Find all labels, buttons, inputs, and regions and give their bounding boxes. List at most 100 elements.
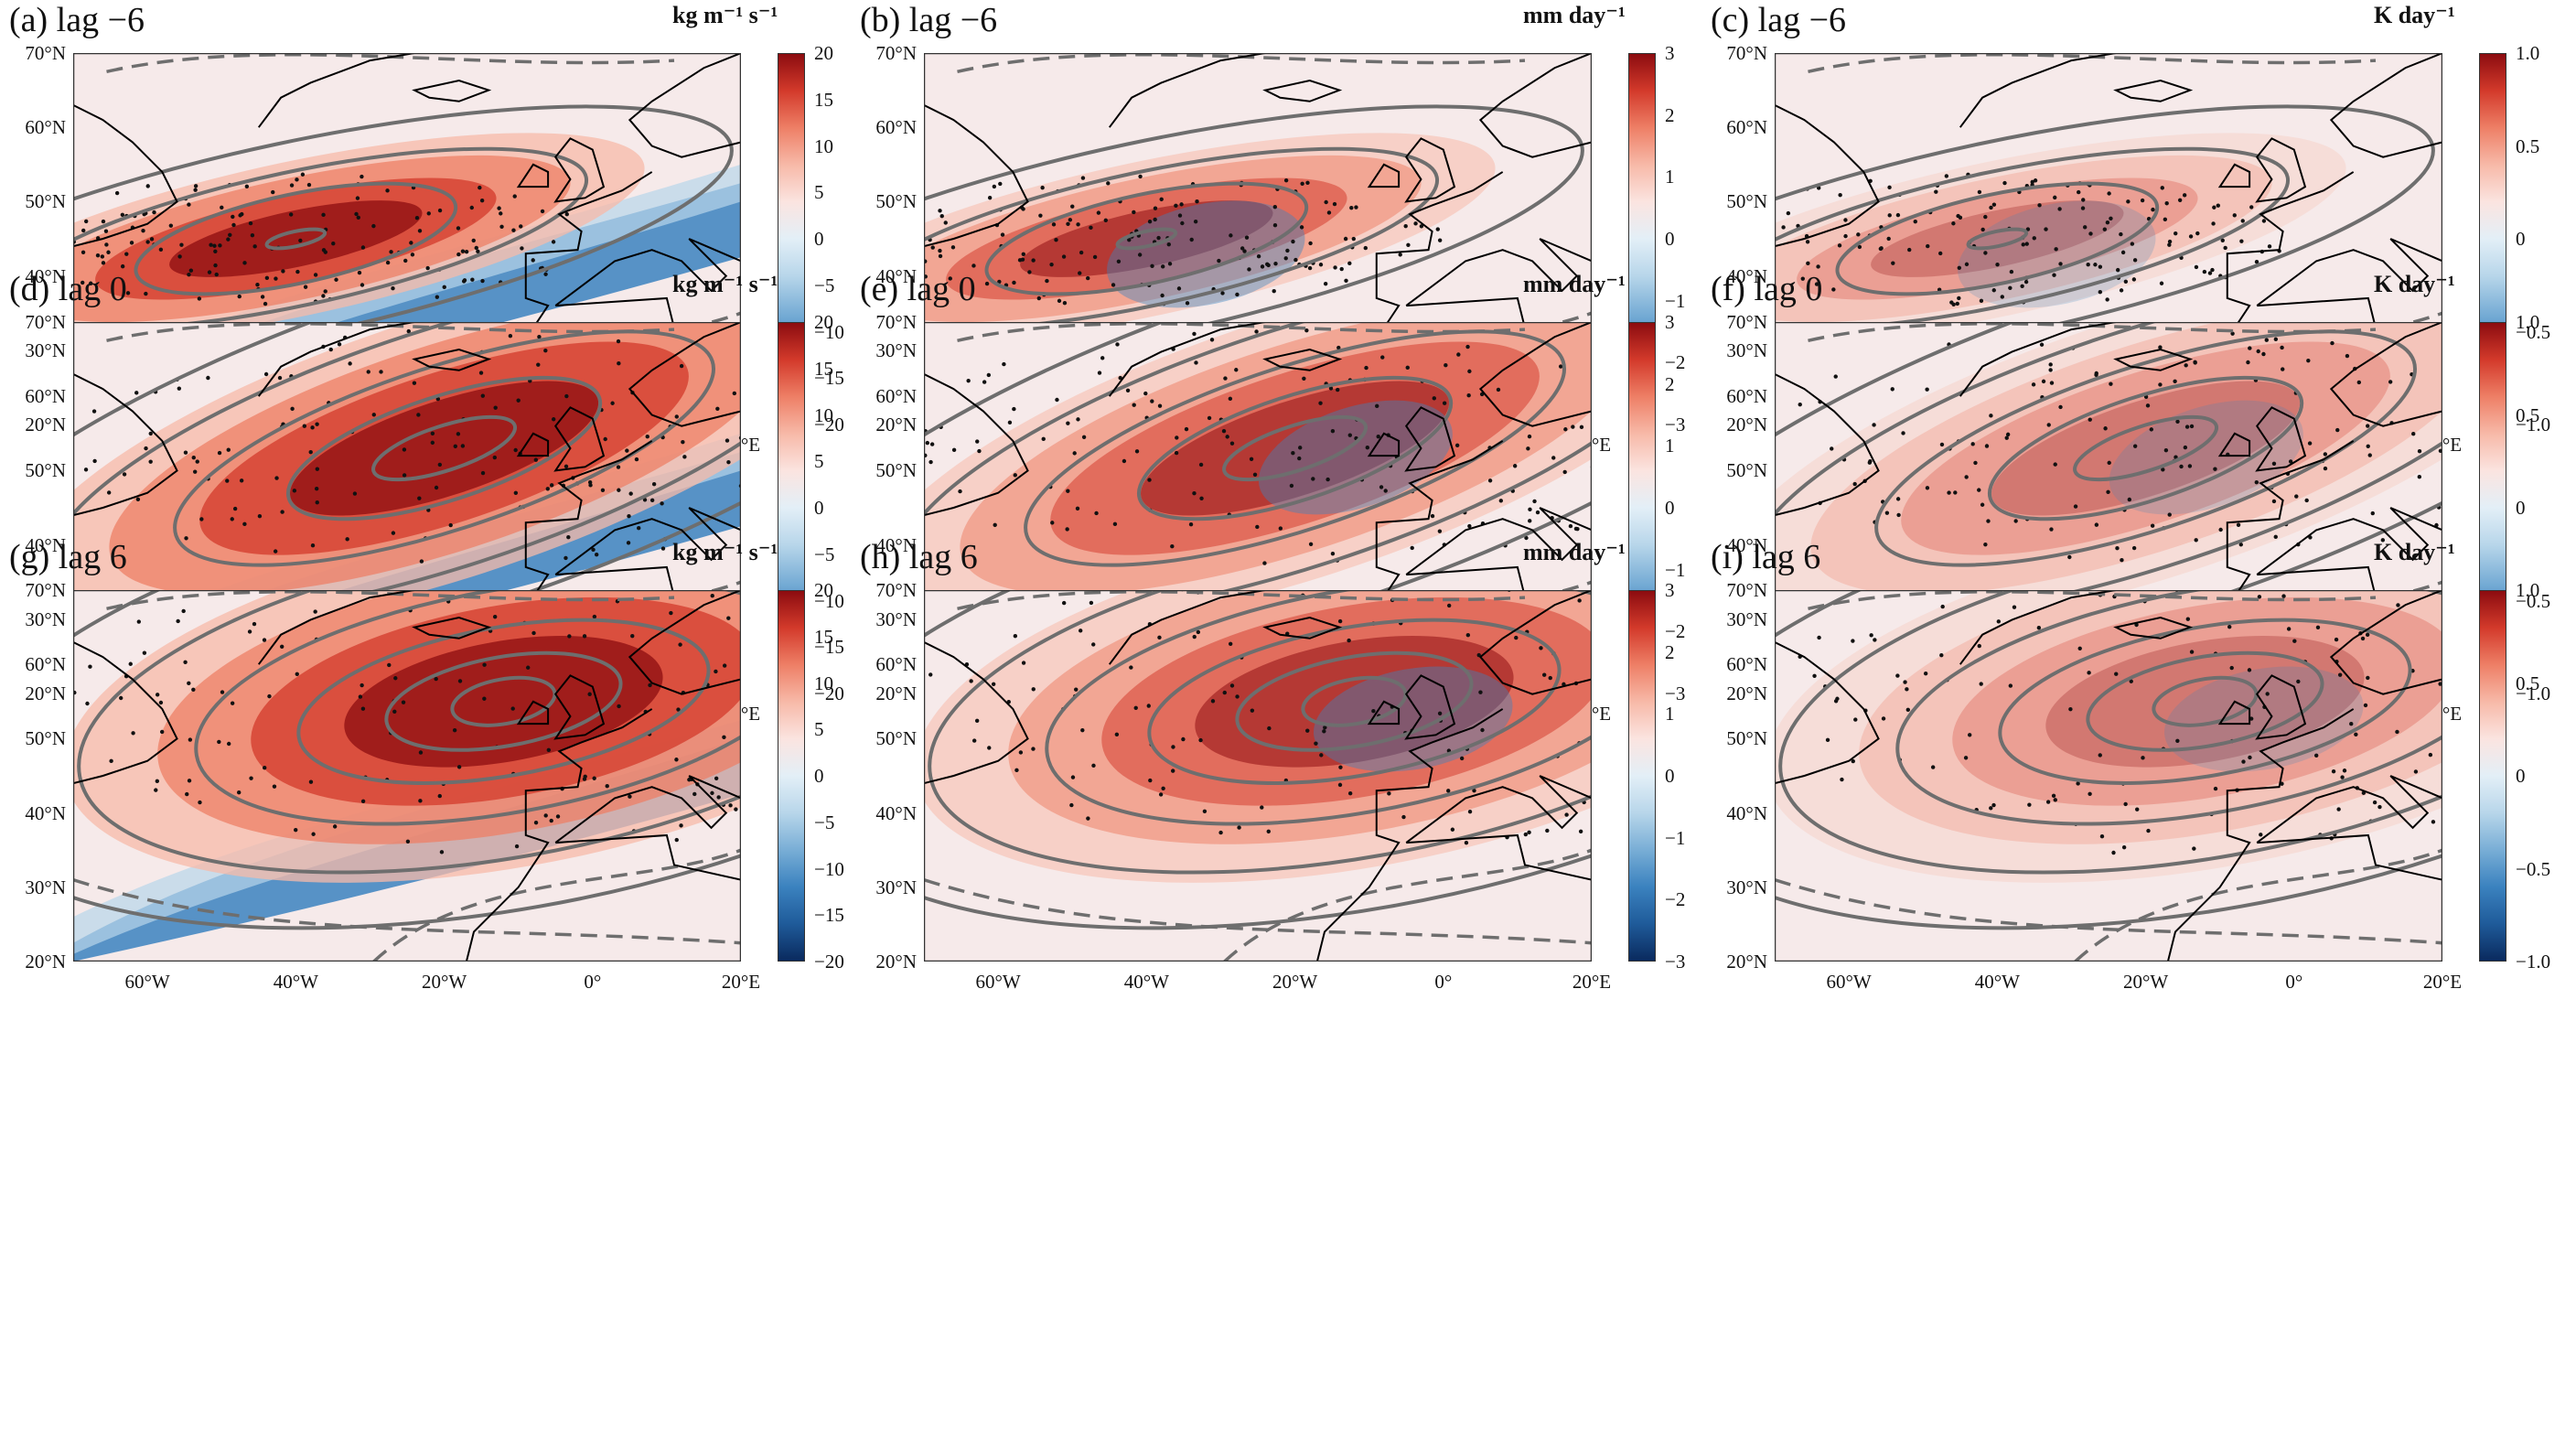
- lat-tick-label: 70°N: [875, 579, 917, 601]
- lat-tick-label: 60°N: [875, 653, 917, 676]
- lat-tick-label: 20°N: [875, 683, 917, 704]
- anomaly-map: [73, 590, 741, 962]
- lat-tick-label: 50°N: [1726, 727, 1767, 750]
- lat-tick-label: 40°N: [1726, 533, 1767, 556]
- panel-title: (d) lag 0: [9, 270, 127, 308]
- lon-tick-label: 20°E: [1572, 971, 1612, 993]
- map-frame: [924, 590, 1592, 962]
- lat-tick-label: 20°N: [1726, 414, 1767, 435]
- lat-tick-label: 20°N: [25, 951, 66, 973]
- lat-tick-label: 60°N: [25, 116, 66, 139]
- positive-anomaly-shading: [169, 200, 423, 277]
- significance-stippling: [73, 594, 738, 854]
- positive-anomaly-shading: [1775, 322, 2442, 634]
- map-area: [73, 590, 741, 962]
- lon-tick-label: 60°W: [124, 971, 170, 993]
- positive-anomaly-shading: [290, 381, 599, 516]
- colorbar-tick-label: −5: [814, 811, 835, 833]
- positive-anomaly-shading: [1901, 341, 2390, 555]
- lat-tick-label: 70°N: [875, 311, 917, 333]
- colorbar-tick-label: −1: [1665, 558, 1686, 581]
- lon-tick-label: 40°W: [273, 971, 318, 993]
- lat-tick-label: 30°N: [875, 876, 917, 898]
- colorbar-tick-label: −5: [814, 274, 835, 296]
- colorbar-unit: mm day⁻¹: [1523, 2, 1626, 28]
- colorbar-tick-label: −20: [814, 683, 844, 704]
- colorbar-tick-label: 0.5: [2516, 672, 2540, 694]
- lat-tick-label: 20°N: [875, 951, 917, 973]
- colorbar-tick-label: 0: [1665, 765, 1675, 787]
- colorbar-tick-label: 1: [1665, 435, 1675, 457]
- colorbar-tick-label: −5: [814, 543, 835, 565]
- colorbar-tick-label: 0: [2516, 497, 2526, 519]
- colorbar-tick-label: 15: [814, 357, 833, 380]
- colorbar-tick-label: −1.0: [2516, 683, 2551, 704]
- colorbar-tick-label: 0: [2516, 765, 2526, 787]
- lon-tick-label: 20°E: [2422, 971, 2463, 993]
- lat-tick-label: 20°N: [25, 683, 66, 704]
- colorbar-tick-label: 15: [814, 625, 833, 648]
- lon-tick-label: 20°W: [2122, 971, 2169, 993]
- colorbar-tick-label: 20: [814, 311, 833, 333]
- coastline: [924, 590, 1592, 962]
- lon-tick-label: 60°W: [1826, 971, 1872, 993]
- lon-tick-label: 40°W: [1123, 971, 1169, 993]
- lat-tick-label: 70°N: [25, 42, 66, 64]
- significance-stippling: [73, 172, 569, 306]
- colorbar-tick-label: 3: [1665, 579, 1675, 601]
- lon-tick-label: 20°W: [421, 971, 467, 993]
- lat-tick-label: 40°N: [875, 264, 917, 287]
- colorbar-tick-label: −3: [1665, 683, 1686, 704]
- lat-tick-label: 70°N: [1726, 579, 1767, 601]
- significance-stippling: [924, 174, 1443, 306]
- map-background: [1775, 590, 2442, 962]
- positive-contours: [1775, 590, 2442, 930]
- positive-anomaly-shading: [1991, 381, 2301, 516]
- lat-tick-label: 30°N: [1726, 876, 1767, 898]
- panel-title: (f) lag 0: [1711, 270, 1823, 308]
- positive-anomaly-shading: [1775, 133, 2346, 345]
- colorbar-tick-label: −1.0: [2516, 951, 2551, 973]
- colorbar-tick-label: 1.0: [2516, 42, 2540, 64]
- lat-tick-label: 70°N: [1726, 311, 1767, 333]
- lat-tick-label: 60°N: [1726, 116, 1767, 139]
- panel-title: (h) lag 6: [860, 538, 978, 576]
- lat-tick-label: 60°N: [25, 385, 66, 408]
- positive-anomaly-shading: [1797, 177, 2198, 300]
- map-frame: [73, 590, 741, 962]
- lat-tick-label: 50°N: [875, 190, 917, 213]
- colorbar-tick-label: −2: [1665, 888, 1686, 911]
- colorbar-unit: kg m⁻¹ s⁻¹: [672, 271, 778, 297]
- colorbar-tick-label: −15: [814, 904, 844, 927]
- colorbar-unit: kg m⁻¹ s⁻¹: [672, 539, 778, 565]
- colorbar-tick-label: −20: [814, 951, 844, 973]
- significance-stippling: [83, 328, 741, 564]
- colorbar-tick-label: −1: [1665, 289, 1686, 312]
- lat-tick-label: 70°N: [1726, 42, 1767, 64]
- colorbar-tick-label: 5: [814, 718, 824, 741]
- lon-tick-label: 60°W: [975, 971, 1021, 993]
- lat-tick-label: 20°N: [1726, 683, 1767, 704]
- lat-tick-label: 20°N: [1726, 951, 1767, 973]
- colorbar-tick-label: 10: [814, 403, 833, 426]
- colorbar-tick-label: −2: [1665, 620, 1686, 643]
- lat-tick-label: 60°N: [25, 653, 66, 676]
- colorbar-tick-label: −0.5: [2516, 857, 2551, 880]
- colorbar-tick-label: −10: [814, 589, 844, 612]
- colorbar-tick-label: 1: [1665, 703, 1675, 726]
- colorbar-tick-label: 2: [1665, 103, 1675, 126]
- colorbar-tick-label: 5: [814, 450, 824, 473]
- lat-tick-label: 60°N: [875, 385, 917, 408]
- colorbar-tick-label: −1: [1665, 826, 1686, 849]
- coastline: [924, 53, 1592, 425]
- map-panel: (h) lag 6 mm day⁻¹ 70°N 60°N 50°N 40°N 30°N 20°…: [851, 537, 1685, 1013]
- colorbar-tick-label: 3: [1665, 42, 1675, 64]
- positive-contours: [924, 590, 1592, 930]
- coastline: [1775, 590, 2442, 962]
- lat-tick-label: 40°N: [25, 264, 66, 287]
- colorbar-unit: mm day⁻¹: [1523, 539, 1626, 565]
- negative-contours: [1775, 590, 2442, 962]
- colorbar-tick-label: 1.0: [2516, 311, 2540, 333]
- lat-tick-label: 60°N: [1726, 653, 1767, 676]
- colorbar-tick-label: 20: [814, 579, 833, 601]
